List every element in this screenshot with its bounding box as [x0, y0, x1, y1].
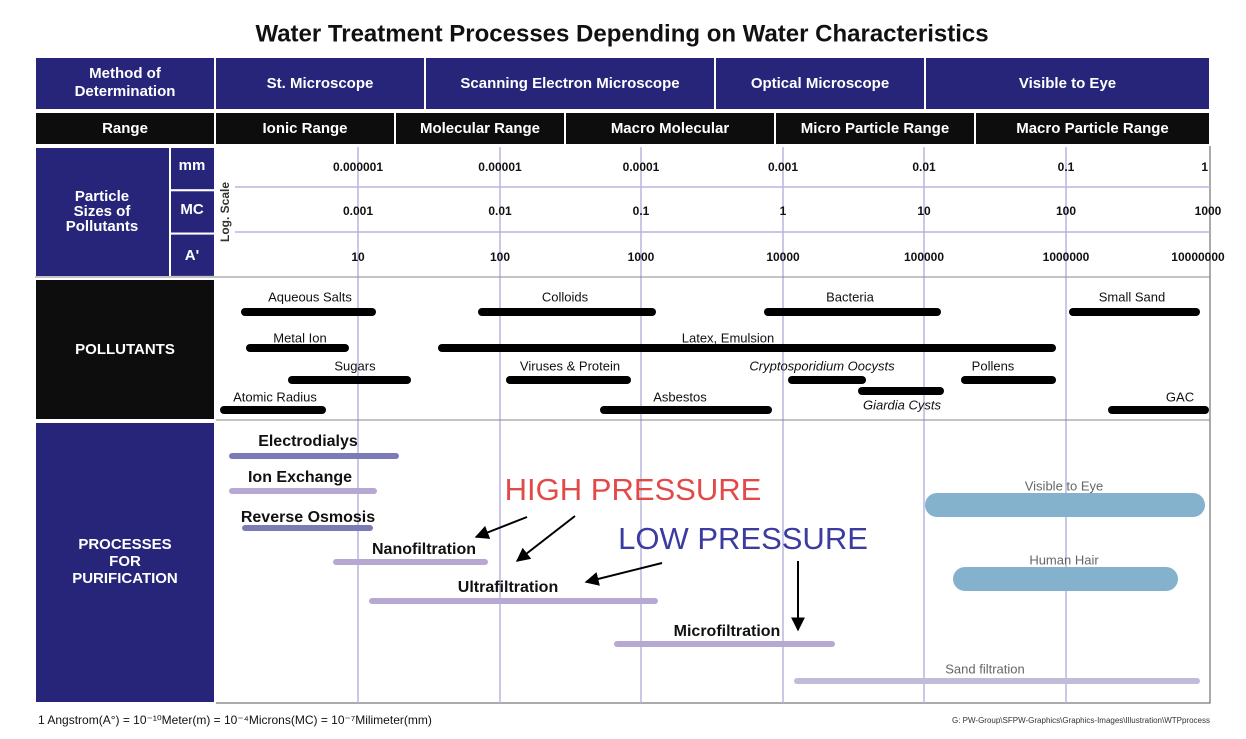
scale-value: 100 [1056, 204, 1076, 218]
range-name: Macro Particle Range [1016, 120, 1169, 137]
pollutant-label: Giardia Cysts [863, 397, 942, 412]
process-label: Microfiltration [674, 623, 781, 640]
scale-value: 0.1 [633, 204, 650, 218]
size-label: Particle Sizes of Pollutants [66, 188, 139, 235]
header-cell [424, 56, 716, 111]
arrow [584, 562, 663, 586]
range-cell [564, 111, 776, 146]
scale-value: 0.01 [912, 160, 936, 174]
range-label: Range [102, 120, 148, 137]
scale-value: 0.0001 [623, 160, 660, 174]
pollutant-label: Cryptosporidium Oocysts [749, 358, 895, 373]
scale-value: 1 [1201, 160, 1208, 174]
range-cell [214, 111, 396, 146]
method-label: St. Microscope [267, 75, 374, 92]
pollutant-label: Aqueous Salts [268, 289, 352, 304]
unit-label: mm [179, 157, 206, 174]
process-label: Human Hair [1029, 552, 1099, 567]
method-label: Visible to Eye [1019, 75, 1116, 92]
process-label: Sand filtration [945, 661, 1025, 676]
pollutant-label: Latex, Emulsion [682, 330, 775, 345]
process-label: Reverse Osmosis [241, 509, 375, 526]
scale-value: 10 [351, 250, 365, 264]
unit-cell [169, 232, 216, 278]
pollutant-label: GAC [1166, 389, 1194, 404]
scale-value: 0.00001 [478, 160, 522, 174]
pollutant-label: Colloids [542, 289, 589, 304]
process-label: Electrodialys [258, 433, 358, 450]
scale-value: 10 [917, 204, 931, 218]
header-cell [34, 56, 216, 111]
processes-cell [34, 421, 216, 704]
annotation: HIGH PRESSURE [505, 472, 762, 507]
arrow [515, 515, 576, 562]
scale-value: 0.001 [343, 204, 373, 218]
pollutant-label: Asbestos [653, 389, 707, 404]
unit-cell [169, 189, 216, 235]
process-label: Visible to Eye [1025, 478, 1104, 493]
scale-value: 0.1 [1058, 160, 1075, 174]
unit-label: A' [185, 247, 199, 264]
annotation: LOW PRESSURE [618, 521, 868, 556]
scale-value: 10000000 [1171, 250, 1225, 264]
footnote: 1 Angstrom(A°) = 10⁻¹⁰Meter(m) = 10⁻⁴Mic… [38, 713, 432, 727]
process-label: Nanofiltration [372, 541, 476, 558]
pollutant-label: Atomic Radius [233, 389, 317, 404]
scale-value: 1000000 [1043, 250, 1090, 264]
pollutant-label: Bacteria [826, 289, 874, 304]
scale-value: 0.001 [768, 160, 798, 174]
header-cell [214, 56, 426, 111]
pollutant-label: Small Sand [1099, 289, 1165, 304]
scale-value: 0.01 [488, 204, 512, 218]
scale-value: 10000 [766, 250, 800, 264]
scale-label: Log. Scale [218, 182, 232, 242]
header-cell [714, 56, 926, 111]
pollutants-cell [34, 278, 216, 421]
scale-value: 100 [490, 250, 510, 264]
scale-value: 1000 [1195, 204, 1222, 218]
range-name: Molecular Range [420, 120, 540, 137]
pollutant-label: Sugars [334, 358, 376, 373]
pollutant-label: Metal Ion [273, 330, 326, 345]
pollutants-label: POLLUTANTS [75, 341, 175, 358]
processes-label: PROCESSES FOR PURIFICATION [72, 536, 178, 587]
scale-value: 1 [780, 204, 787, 218]
range-cell [974, 111, 1211, 146]
method-label: Optical Microscope [751, 75, 889, 92]
unit-label: MC [180, 201, 203, 218]
arrow [474, 516, 528, 539]
scale-value: 0.000001 [333, 160, 383, 174]
pollutant-label: Pollens [972, 358, 1015, 373]
size-cell [34, 146, 171, 278]
range-cell [774, 111, 976, 146]
header-label: Method of Determination [75, 65, 176, 100]
header-cell [924, 56, 1211, 111]
range-name: Micro Particle Range [801, 120, 949, 137]
scale-value: 100000 [904, 250, 944, 264]
unit-cell [169, 146, 216, 192]
title: Water Treatment Processes Depending on W… [255, 20, 988, 47]
process-label: Ion Exchange [248, 469, 352, 486]
range-name: Ionic Range [262, 120, 347, 137]
pollutant-label: Viruses & Protein [520, 358, 620, 373]
range-name: Macro Molecular [611, 120, 730, 137]
source: G: PW-Group\SFPW-Graphics\Graphics-Image… [952, 716, 1210, 725]
method-label: Scanning Electron Microscope [460, 75, 679, 92]
process-label: Ultrafiltration [458, 579, 558, 596]
scale-value: 1000 [628, 250, 655, 264]
